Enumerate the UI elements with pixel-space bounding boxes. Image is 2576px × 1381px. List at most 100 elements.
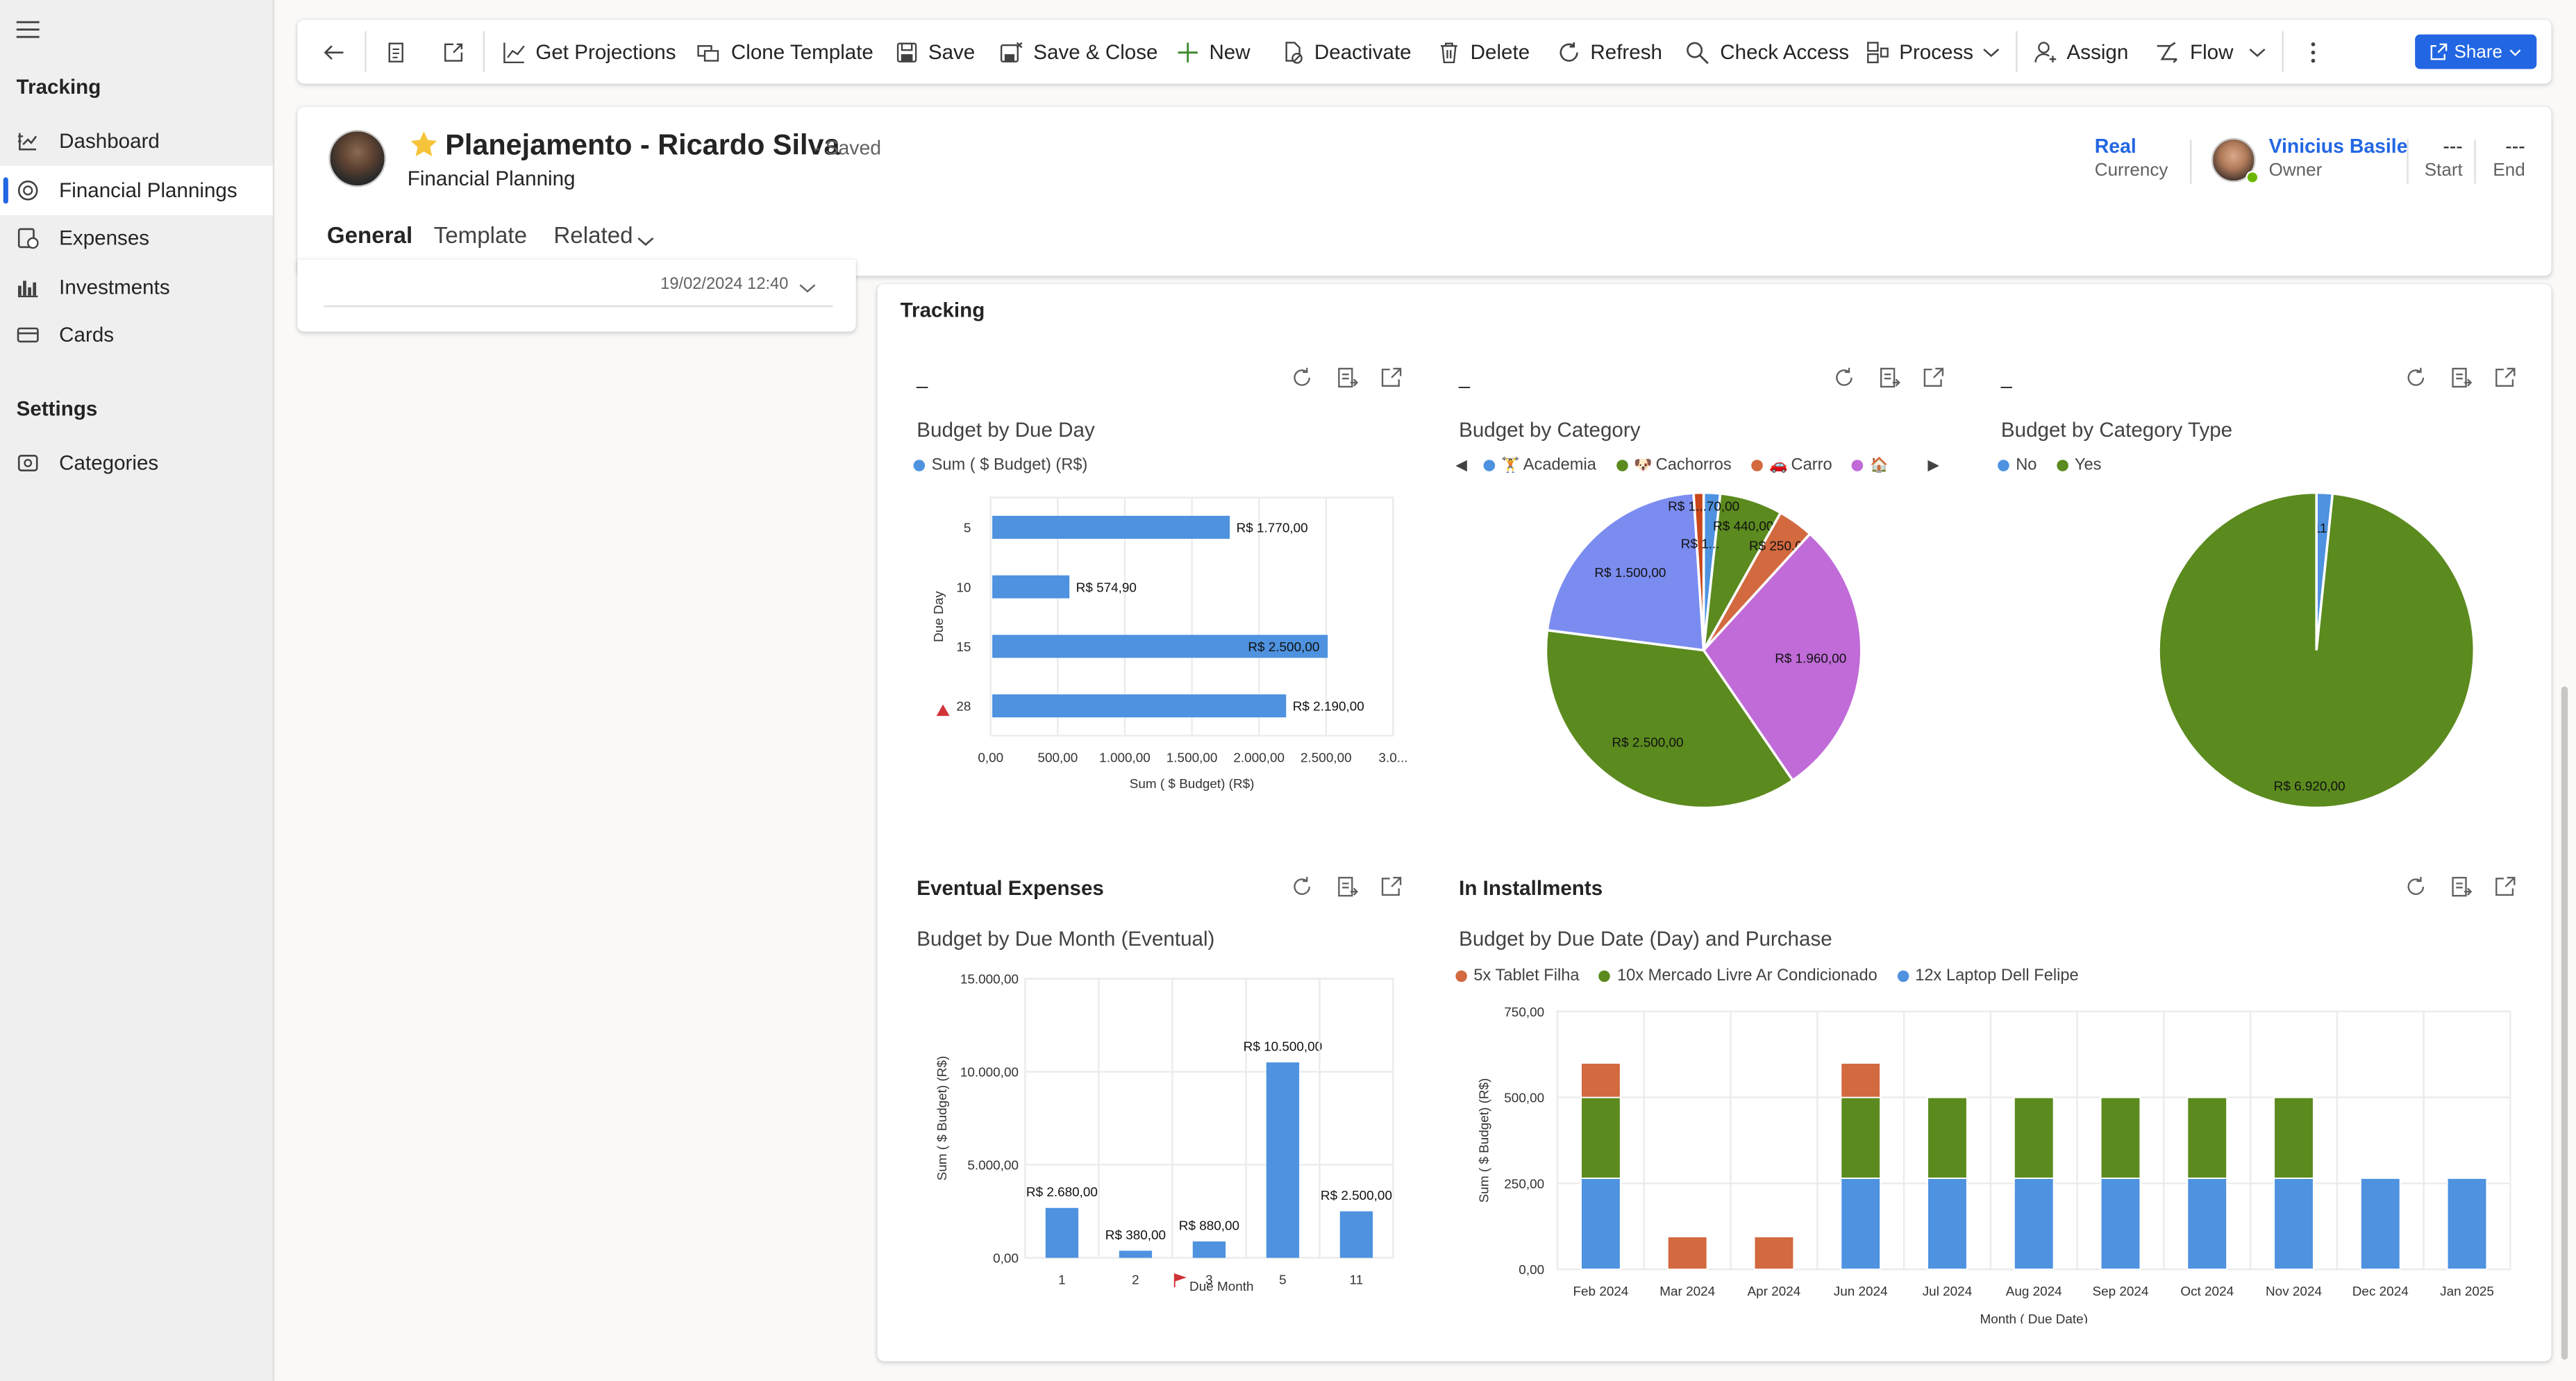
currency-field[interactable]: Real Currency [2094,134,2168,181]
sidebar-item-categories[interactable]: Categories [0,438,273,487]
legend-next-icon[interactable]: ▶ [1927,456,1939,474]
export-chart-icon[interactable] [1877,366,1900,389]
data-label: R$ 880,00 [1179,1219,1239,1233]
bar-segment [1580,1178,1621,1271]
hamburger-menu-icon[interactable] [16,18,40,48]
flow-button[interactable]: Flow [2155,19,2233,83]
deactivate-button[interactable]: Deactivate [1282,19,1412,83]
legend-item[interactable]: 🚗 Carro [1751,456,1832,474]
data-label: R$ 1.500,00 [1594,566,1666,580]
financial-planning-icon [17,179,40,202]
tab-related[interactable]: Related [553,221,633,249]
check-access-button[interactable]: Check Access [1686,19,1849,83]
plot-area [1024,978,1394,1259]
chevron-down-icon[interactable] [636,228,655,258]
y-tick-label: 15 [956,640,971,655]
start-value: --- [2443,134,2463,158]
sidebar-item-investments[interactable]: Investments [0,262,273,312]
legend-item[interactable]: 12x Laptop Dell Felipe [1897,967,2079,985]
budget-by-category-type-chart: R$ 114,90 R$ 6.920,00 [2001,481,2527,826]
currency-value[interactable]: Real [2094,134,2136,158]
assign-button[interactable]: Assign [2034,19,2128,83]
tab-template[interactable]: Template [433,221,528,249]
expand-chart-icon[interactable] [1380,366,1403,389]
save-status: - Saved [813,136,882,160]
legend-prev-icon[interactable]: ◀ [1455,456,1467,474]
new-button[interactable]: New [1176,19,1251,83]
export-chart-icon[interactable] [2450,366,2473,389]
currency-label: Currency [2094,160,2168,181]
expand-chart-icon[interactable] [1922,366,1945,389]
scrollbar-thumb[interactable] [2561,686,2568,1360]
sidebar-item-financial-plannings[interactable]: Financial Plannings [0,165,273,215]
expand-chart-icon[interactable] [2494,366,2517,389]
sidebar-item-expenses[interactable]: Expenses [0,213,273,262]
divider [324,305,833,308]
chart-header-dash: _ [1459,366,1470,390]
tab-general[interactable]: General [326,221,413,249]
clone-template-button[interactable]: Clone Template [696,19,873,83]
bar-segment [2100,1178,2141,1271]
chart-svg: R$ 440,00R$ 250,00R$ 1.960,00R$ 2.500,00… [1544,491,1863,810]
get-projections-button[interactable]: Get Projections [503,19,676,83]
command-bar: Get Projections Clone Template Save Save… [297,19,2552,84]
flow-icon [2157,41,2178,62]
data-label: R$ 2.500,00 [1321,1189,1392,1203]
expand-chart-icon[interactable] [2494,876,2517,898]
expenses-icon [17,226,40,249]
legend-item[interactable]: 🏠 [1852,456,1889,474]
person-icon [2034,41,2057,62]
record-avatar [328,129,387,187]
expand-chart-icon[interactable] [1380,876,1403,898]
share-button[interactable]: Share [2415,34,2537,69]
legend-item[interactable]: 🐶 Cachorros [1616,456,1732,474]
legend-item[interactable]: 🏋 Academia [1483,456,1596,474]
y-tick-label: 28 [956,700,971,714]
bar [1339,1211,1373,1258]
chart-svg: 0,00 5.000,00 10.000,00 15.000,00 R$ 2.680,0… [935,973,1394,1294]
refresh-chart-icon[interactable] [1834,366,1857,389]
x-tick-label: Aug 2024 [2006,1284,2062,1299]
data-label: R$ 1.960,00 [1775,651,1846,666]
refresh-chart-icon[interactable] [2405,366,2428,389]
legend-item[interactable]: No [1998,456,2036,474]
chevron-down-icon[interactable] [798,274,817,304]
back-button[interactable] [322,19,355,83]
sidebar-item-dashboard[interactable]: Dashboard [0,117,273,166]
refresh-button[interactable]: Refresh [1557,19,1662,83]
process-dropdown-button[interactable] [1982,19,2012,83]
legend-swatch [1616,460,1628,471]
open-new-window-button[interactable] [442,19,474,83]
chart-svg: 0,00 500,00 1.000,00 1.500,00 2.000,00 2.500,… [932,496,1407,792]
legend-item[interactable]: 5x Tablet Filha [1455,967,1580,985]
owner-field[interactable]: Vinicius Basile Owner [2269,135,2408,181]
x-tick-label: 3.0... [1378,751,1407,765]
end-label: End [2493,160,2525,181]
save-close-icon [1000,41,1023,62]
form-view-button[interactable] [385,19,417,83]
export-chart-icon[interactable] [1336,876,1359,898]
export-chart-icon[interactable] [2450,876,2473,898]
delete-button[interactable]: Delete [1437,19,1530,83]
save-and-close-button[interactable]: Save & Close [999,19,1157,83]
more-commands-button[interactable] [2310,19,2327,83]
divider [2282,31,2284,73]
refresh-chart-icon[interactable] [1291,366,1314,389]
export-chart-icon[interactable] [1336,366,1359,389]
save-button[interactable]: Save [896,19,975,83]
y-tick-label: 250,00 [1504,1177,1544,1191]
legend-swatch [2056,460,2068,471]
legend-item[interactable]: 10x Mercado Livre Ar Condicionado [1598,967,1877,985]
refresh-chart-icon[interactable] [1291,876,1314,898]
pie-slice [1546,492,1705,652]
legend-item[interactable]: Sum ( $ Budget) (R$) [913,456,1087,474]
legend-item[interactable]: Yes [2056,456,2102,474]
x-tick-label: Feb 2024 [1573,1284,1628,1299]
process-button[interactable]: Process [1866,19,1973,83]
favorite-star-icon[interactable] [409,130,439,167]
owner-value[interactable]: Vinicius Basile [2268,134,2408,158]
pie-slice [2157,491,2476,810]
sidebar-item-cards[interactable]: Cards [0,310,273,360]
flow-dropdown-button[interactable] [2248,19,2277,83]
refresh-chart-icon[interactable] [2405,876,2428,898]
